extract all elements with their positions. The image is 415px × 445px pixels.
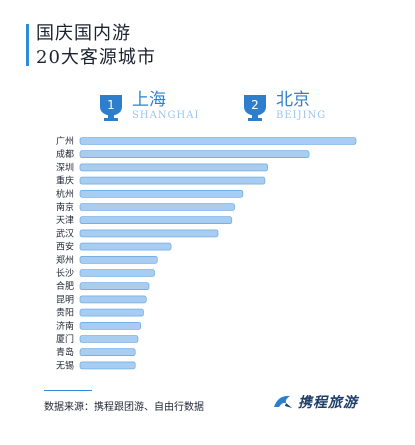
dolphin-icon bbox=[274, 395, 292, 408]
category-label: 无锡 bbox=[56, 360, 74, 371]
category-label: 天津 bbox=[56, 215, 74, 226]
category-label: 西安 bbox=[56, 241, 74, 253]
trophy-icon: 2 bbox=[244, 95, 266, 121]
category-label: 成都 bbox=[56, 148, 74, 160]
category-label: 合肥 bbox=[56, 280, 74, 292]
rank-2-city: 北京 bbox=[276, 90, 310, 110]
category-label: 深圳 bbox=[56, 162, 74, 173]
bar bbox=[79, 269, 155, 277]
category-label: 郑州 bbox=[56, 254, 74, 266]
source-divider bbox=[44, 390, 92, 391]
category-label: 长沙 bbox=[56, 267, 74, 279]
brand-name: 携程旅游 bbox=[298, 395, 358, 411]
bar bbox=[79, 176, 266, 185]
bar bbox=[79, 163, 268, 172]
rank-2-badge: 2 北京 BEIJING bbox=[240, 90, 327, 122]
bar bbox=[79, 189, 244, 198]
category-label: 厦门 bbox=[56, 333, 74, 345]
title-accent-bar bbox=[26, 24, 29, 66]
category-label: 武汉 bbox=[56, 227, 74, 239]
title-line-1: 国庆国内游 bbox=[36, 23, 131, 44]
rank-1-badge: 1 上海 SHANGHAI bbox=[96, 90, 200, 122]
data-source-note: 数据来源：携程跟团游、自由行数据 bbox=[44, 402, 204, 413]
bar bbox=[79, 308, 144, 317]
category-label: 昆明 bbox=[56, 294, 74, 305]
category-label: 青岛 bbox=[56, 346, 74, 358]
category-label: 广州 bbox=[56, 135, 74, 147]
rank-2-number: 2 bbox=[251, 98, 259, 112]
ctrip-logo: 携程旅游 bbox=[272, 392, 358, 412]
category-label: 杭州 bbox=[56, 188, 74, 200]
bar bbox=[79, 216, 233, 224]
page-title: 国庆国内游 20大客源城市 bbox=[36, 22, 156, 70]
bar bbox=[79, 335, 139, 343]
category-label: 济南 bbox=[56, 320, 74, 332]
trophy-icon: 1 bbox=[100, 95, 122, 121]
bar bbox=[79, 295, 147, 304]
bar bbox=[79, 137, 357, 145]
bar bbox=[79, 322, 142, 330]
bar bbox=[79, 282, 150, 290]
rank-1-city-en: SHANGHAI bbox=[132, 110, 200, 121]
title-line-2: 20大客源城市 bbox=[36, 47, 156, 68]
category-label: 贵阳 bbox=[56, 307, 74, 319]
rank-1-number: 1 bbox=[107, 98, 115, 112]
bar bbox=[79, 229, 219, 238]
bar bbox=[79, 150, 310, 159]
rank-2-city-en: BEIJING bbox=[276, 110, 327, 121]
category-label: 南京 bbox=[56, 201, 74, 213]
bar bbox=[79, 242, 172, 251]
bar bbox=[79, 348, 136, 356]
bar bbox=[79, 256, 158, 264]
category-label: 重庆 bbox=[56, 175, 74, 187]
bar bbox=[79, 361, 136, 370]
rank-1-city: 上海 bbox=[132, 90, 166, 110]
bar bbox=[79, 203, 235, 211]
